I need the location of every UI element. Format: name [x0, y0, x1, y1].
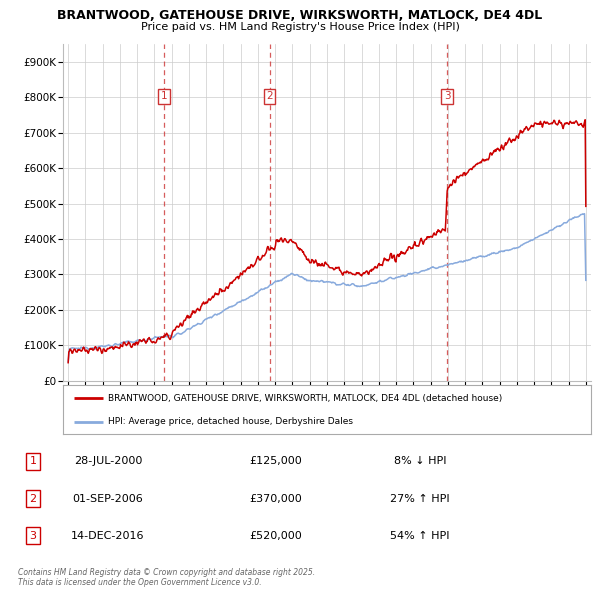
Text: Contains HM Land Registry data © Crown copyright and database right 2025.
This d: Contains HM Land Registry data © Crown c… [18, 568, 315, 587]
Text: BRANTWOOD, GATEHOUSE DRIVE, WIRKSWORTH, MATLOCK, DE4 4DL: BRANTWOOD, GATEHOUSE DRIVE, WIRKSWORTH, … [58, 9, 542, 22]
Text: 1: 1 [161, 91, 167, 101]
Text: 2: 2 [29, 494, 37, 503]
Text: 8% ↓ HPI: 8% ↓ HPI [394, 457, 446, 466]
Text: 28-JUL-2000: 28-JUL-2000 [74, 457, 142, 466]
Text: 1: 1 [29, 457, 37, 466]
Text: 54% ↑ HPI: 54% ↑ HPI [390, 531, 450, 540]
Text: 3: 3 [29, 531, 37, 540]
Text: BRANTWOOD, GATEHOUSE DRIVE, WIRKSWORTH, MATLOCK, DE4 4DL (detached house): BRANTWOOD, GATEHOUSE DRIVE, WIRKSWORTH, … [108, 394, 502, 403]
Text: HPI: Average price, detached house, Derbyshire Dales: HPI: Average price, detached house, Derb… [108, 417, 353, 426]
Text: 3: 3 [444, 91, 451, 101]
Text: 2: 2 [266, 91, 273, 101]
Text: 27% ↑ HPI: 27% ↑ HPI [390, 494, 450, 503]
Text: £125,000: £125,000 [250, 457, 302, 466]
Text: £370,000: £370,000 [250, 494, 302, 503]
Text: 14-DEC-2016: 14-DEC-2016 [71, 531, 145, 540]
Text: 01-SEP-2006: 01-SEP-2006 [73, 494, 143, 503]
Text: Price paid vs. HM Land Registry's House Price Index (HPI): Price paid vs. HM Land Registry's House … [140, 22, 460, 32]
Text: £520,000: £520,000 [250, 531, 302, 540]
